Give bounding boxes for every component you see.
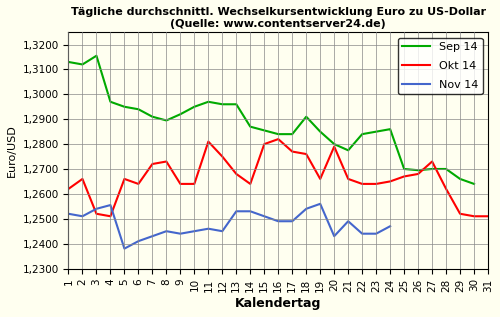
Sep 14: [290, 132, 296, 136]
Line: Okt 14: Okt 14: [68, 139, 488, 216]
Sep 14: [401, 167, 407, 171]
Nov 14: [331, 234, 337, 238]
Nov 14: [220, 229, 226, 233]
Sep 14: [262, 128, 268, 132]
Sep 14: [108, 100, 114, 104]
Nov 14: [262, 214, 268, 218]
Nov 14: [359, 232, 365, 236]
Sep 14: [80, 62, 86, 66]
Okt 14: [220, 155, 226, 158]
Okt 14: [401, 175, 407, 178]
Title: Tägliche durchschnittl. Wechselkursentwicklung Euro zu US-Dollar
(Quelle: www.co: Tägliche durchschnittl. Wechselkursentwi…: [70, 7, 486, 29]
Okt 14: [317, 177, 323, 181]
Sep 14: [429, 167, 435, 171]
Sep 14: [373, 130, 379, 133]
Nov 14: [164, 229, 170, 233]
Sep 14: [387, 127, 393, 131]
Sep 14: [234, 102, 239, 106]
Nov 14: [178, 232, 184, 236]
Nov 14: [206, 227, 212, 230]
Okt 14: [164, 160, 170, 164]
Nov 14: [290, 219, 296, 223]
Okt 14: [108, 214, 114, 218]
Sep 14: [206, 100, 212, 104]
Okt 14: [359, 182, 365, 186]
Legend: Sep 14, Okt 14, Nov 14: Sep 14, Okt 14, Nov 14: [398, 38, 482, 94]
Okt 14: [276, 137, 281, 141]
Sep 14: [457, 177, 463, 181]
Nov 14: [303, 207, 309, 211]
Sep 14: [471, 182, 477, 186]
Nov 14: [248, 210, 254, 213]
Okt 14: [331, 145, 337, 148]
Nov 14: [192, 229, 198, 233]
Okt 14: [471, 214, 477, 218]
Okt 14: [387, 179, 393, 183]
Okt 14: [303, 152, 309, 156]
Nov 14: [108, 203, 114, 207]
Okt 14: [415, 172, 421, 176]
Sep 14: [178, 112, 184, 116]
Okt 14: [206, 140, 212, 144]
Okt 14: [150, 162, 156, 166]
Okt 14: [94, 212, 100, 216]
Sep 14: [359, 132, 365, 136]
X-axis label: Kalendertag: Kalendertag: [235, 297, 322, 310]
Okt 14: [80, 177, 86, 181]
Line: Nov 14: Nov 14: [68, 204, 390, 249]
Okt 14: [248, 182, 254, 186]
Nov 14: [234, 210, 239, 213]
Nov 14: [345, 219, 351, 223]
Sep 14: [345, 148, 351, 152]
Nov 14: [373, 232, 379, 236]
Sep 14: [122, 105, 128, 109]
Nov 14: [150, 234, 156, 238]
Sep 14: [192, 105, 198, 109]
Y-axis label: Euro/USD: Euro/USD: [7, 124, 17, 177]
Sep 14: [317, 130, 323, 133]
Sep 14: [150, 115, 156, 119]
Sep 14: [276, 132, 281, 136]
Okt 14: [122, 177, 128, 181]
Sep 14: [303, 115, 309, 119]
Sep 14: [164, 119, 170, 122]
Okt 14: [457, 212, 463, 216]
Okt 14: [234, 172, 239, 176]
Sep 14: [415, 168, 421, 172]
Okt 14: [443, 187, 449, 191]
Sep 14: [331, 142, 337, 146]
Okt 14: [373, 182, 379, 186]
Nov 14: [136, 239, 141, 243]
Sep 14: [66, 60, 71, 64]
Line: Sep 14: Sep 14: [68, 56, 474, 184]
Nov 14: [66, 212, 71, 216]
Nov 14: [122, 247, 128, 250]
Nov 14: [94, 207, 100, 211]
Sep 14: [443, 167, 449, 171]
Nov 14: [387, 224, 393, 228]
Okt 14: [290, 150, 296, 153]
Okt 14: [345, 177, 351, 181]
Nov 14: [80, 214, 86, 218]
Okt 14: [262, 142, 268, 146]
Okt 14: [136, 182, 141, 186]
Nov 14: [317, 202, 323, 206]
Nov 14: [276, 219, 281, 223]
Sep 14: [220, 102, 226, 106]
Okt 14: [178, 182, 184, 186]
Okt 14: [485, 214, 491, 218]
Okt 14: [66, 187, 71, 191]
Sep 14: [94, 54, 100, 58]
Sep 14: [136, 107, 141, 111]
Okt 14: [192, 182, 198, 186]
Okt 14: [429, 160, 435, 164]
Sep 14: [248, 125, 254, 129]
